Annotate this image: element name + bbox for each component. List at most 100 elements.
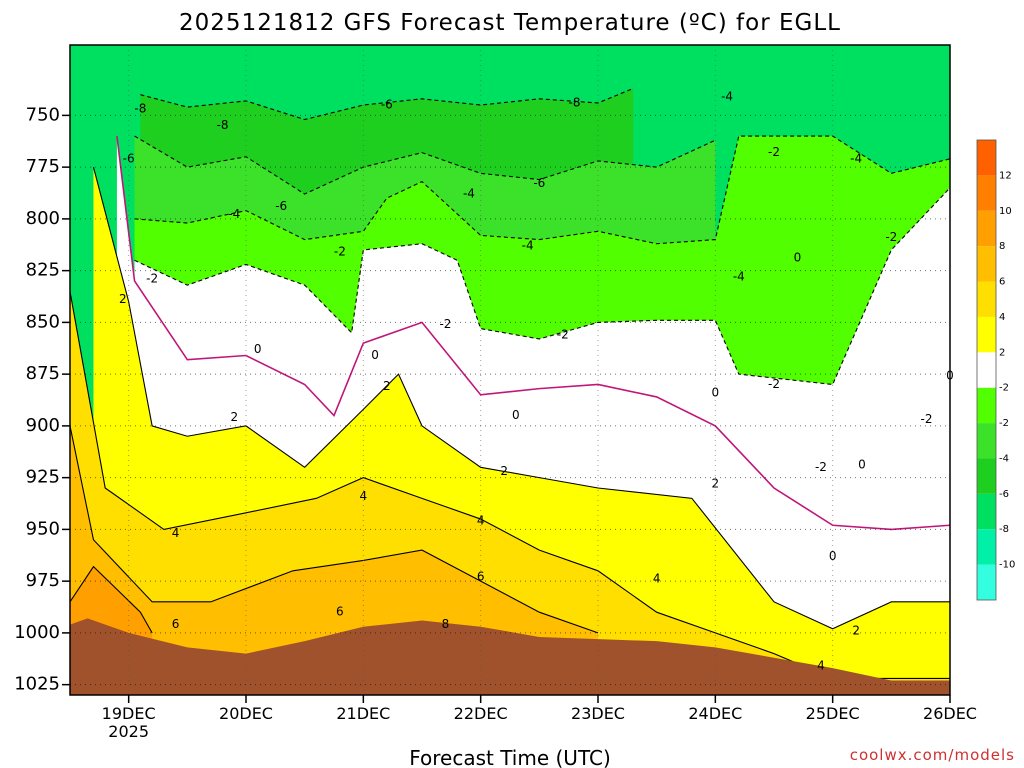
contour-label: -4 [721,89,733,103]
y-tick-label: 875 [26,363,60,384]
colorbar-swatch [977,210,996,247]
contour-label: -6 [533,176,545,190]
credit-text: coolwx.com/models [850,746,1015,764]
contour-label: 2 [712,476,720,490]
x-tick-label: 21DEC [336,704,390,723]
isotherm-line [140,87,634,121]
y-tick-label: 800 [26,208,60,229]
contour-label: 6 [477,570,485,584]
x-tick-sublabel: 2025 [108,722,149,741]
colorbar-swatch [977,281,996,317]
colorbar-label: 6 [999,277,1005,288]
colorbar-label: -4 [999,453,1009,464]
contour-label: -2 [439,317,451,331]
colorbar-swatch [977,387,996,424]
contour-label: 8 [442,617,450,631]
contour-label: -2 [146,271,158,285]
grid-lines [70,45,951,695]
y-tick-label: 1025 [14,674,60,695]
contour-label: 0 [829,549,837,563]
contour-label: -2 [334,245,346,259]
chart-title: 2025121812 GFS Forecast Temperature (ºC)… [179,10,841,36]
colorbar-swatch [977,316,996,353]
contour-label: -4 [463,187,475,201]
y-tick-label: 850 [26,311,60,332]
y-tick-label: 775 [26,156,60,177]
isotherm-line [134,187,950,386]
y-tick-label: 950 [26,518,60,539]
colorbar-swatch [977,493,996,530]
y-tick-label: 900 [26,415,60,436]
y-tick-label: 925 [26,467,60,488]
contour-label: 4 [360,489,368,503]
contour-label: -4 [228,207,240,221]
colorbar-swatch [977,246,996,282]
contour-label: -8 [134,102,146,116]
x-tick-label: 23DEC [571,704,625,723]
contour-label: 0 [712,385,720,399]
contour-label: 2 [230,410,238,424]
isotherm-lines [70,87,950,679]
y-tick-label: 975 [26,570,60,591]
contour-label: 4 [653,572,661,586]
colorbar-label: -10 [999,560,1015,571]
colorbar-label: 4 [999,312,1005,323]
colorbar-label: -8 [999,524,1009,535]
x-axis-title: Forecast Time (UTC) [409,746,611,768]
isotherm-line [134,135,950,245]
color-scale-legend: -10 -8 -6 -4 -2 2 4 6 8 10 12 -2 [976,139,1015,601]
contour-label: 6 [172,617,180,631]
contour-label: -8 [217,118,229,132]
contour-label: 0 [858,458,866,472]
colorbar-swatch [977,458,996,494]
colorbar-swatch [977,423,996,459]
colorbar-label: -6 [999,489,1009,500]
contour-label: 2 [119,292,127,306]
plot-area: -8 -8 -8 -6 -6 -6 -6 -4 -4 -4 -4 -4 -4 -2 -2 -2 -2 -2 -2 -2… [69,44,954,696]
contour-label: -2 [768,377,780,391]
x-tick-label: 25DEC [806,704,860,723]
contour-label: -2 [557,327,569,341]
contour-label: 6 [336,605,344,619]
plot-frame [69,44,951,696]
contour-label: -6 [123,151,135,165]
colorbar-swatch [977,175,996,211]
contour-labels: -8 -8 -8 -6 -6 -6 -6 -4 -4 -4 -4 -4 -4 -2 -2 -2 -2 -2 -2 -2… [119,89,954,672]
contour-label: 0 [254,342,262,356]
colorbar-label: 2 [999,347,1005,358]
contour-label: -4 [522,238,534,252]
colorbar-frame [976,139,997,601]
contour-label: 2 [383,379,391,393]
colorbar-swatch [977,352,996,388]
contour-label: -2 [885,230,897,244]
contour-label: -4 [850,151,862,165]
contour-label: 0 [512,408,520,422]
x-tick-label: 22DEC [454,704,508,723]
isotherm-line [70,291,950,679]
colorbar-label: 8 [999,241,1005,252]
isotherm-line [70,565,153,634]
contour-label: -2 [815,460,827,474]
colorbar-label: 12 [999,170,1012,181]
contour-label: 2 [500,464,508,478]
x-tick-label: 19DEC [102,704,156,723]
contour-label: 0 [371,348,379,362]
contour-label: -8 [569,95,581,109]
contour-label: 4 [817,659,825,673]
x-tick-label: 26DEC [923,704,977,723]
x-tick-label: 24DEC [688,704,742,723]
ground-area [70,618,950,695]
ground-shading [70,618,950,695]
colorbar-swatch [977,140,996,176]
contour-label: -6 [381,98,393,112]
contour-label: 4 [172,526,180,540]
contour-label: -2 [768,145,780,159]
colorbar-label: 10 [999,206,1012,217]
isotherm-line [116,135,950,531]
y-tick-label: 750 [26,104,60,125]
contour-label: -6 [275,199,287,213]
contour-label: 4 [477,514,485,528]
contour-label: 2 [852,623,860,637]
